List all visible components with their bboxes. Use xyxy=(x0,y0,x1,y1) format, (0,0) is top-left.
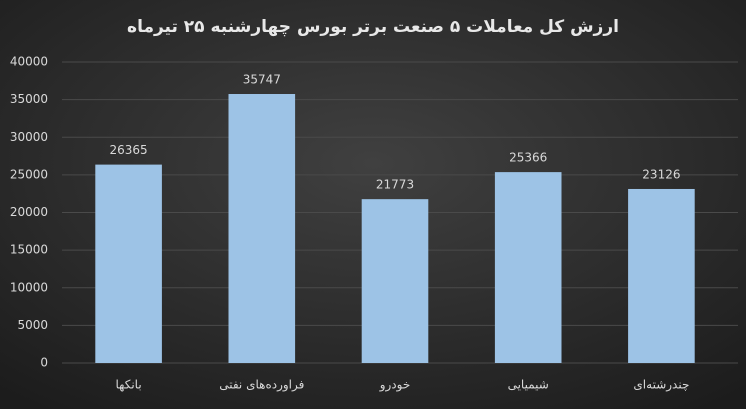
y-tick-label: 40000 xyxy=(10,55,48,69)
y-tick-label: 35000 xyxy=(10,92,48,106)
chart-title: ارزش کل معاملات ۵ صنعت برتر بورس چهارشنب… xyxy=(127,17,619,37)
y-tick-label: 0 xyxy=(40,356,48,370)
bar xyxy=(494,172,562,363)
y-tick-label: 20000 xyxy=(10,205,48,219)
x-tick-label: خودرو xyxy=(379,378,411,393)
y-tick-label: 25000 xyxy=(10,167,48,181)
y-tick-label: 30000 xyxy=(10,130,48,144)
x-tick-label: چندرشته‌ای xyxy=(633,378,689,393)
data-label: 35747 xyxy=(243,73,281,87)
bar xyxy=(95,164,162,363)
data-label: 26365 xyxy=(110,143,148,157)
x-tick-label: شیمیایی xyxy=(508,378,549,392)
data-label: 23126 xyxy=(642,167,680,181)
bar xyxy=(228,94,296,364)
x-tick-label: فراورده‌های نفتی xyxy=(219,378,304,393)
y-tick-label: 15000 xyxy=(10,243,48,257)
data-label: 21773 xyxy=(376,178,414,192)
y-tick-label: 5000 xyxy=(17,318,48,332)
bar xyxy=(628,188,695,363)
x-tick-label: بانکها xyxy=(116,378,142,392)
bar xyxy=(361,199,429,363)
data-label: 25366 xyxy=(509,151,547,165)
y-tick-label: 10000 xyxy=(10,280,48,294)
